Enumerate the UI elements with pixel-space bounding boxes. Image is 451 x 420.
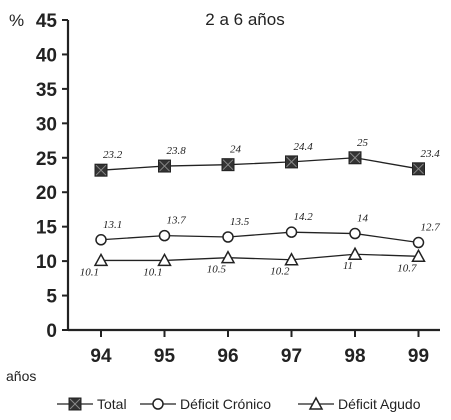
- x-tick-label: 95: [154, 346, 176, 367]
- data-point: [285, 155, 298, 169]
- data-point: [158, 159, 171, 173]
- data-label: 10.1: [80, 266, 99, 278]
- y-tick-label: 15: [36, 218, 58, 239]
- data-point: [93, 252, 109, 267]
- x-tick-label: 99: [408, 346, 429, 367]
- y-tick-label: 10: [36, 252, 57, 273]
- series-d-ficit-agudo: 10.1 10.1 10.5 10.2 11 10.7: [80, 246, 426, 278]
- data-label: 13.7: [167, 215, 187, 227]
- square-marker-cross: [69, 398, 81, 410]
- data-label: 10.7: [397, 262, 417, 274]
- square-marker-cross: [413, 163, 424, 175]
- series-d-ficit-cr-nico: 13.1 13.7 13.5 14.2 14 12.7: [95, 211, 441, 249]
- data-label: 24: [230, 144, 242, 156]
- data-point: [222, 231, 234, 243]
- data-label: 23.8: [167, 145, 187, 157]
- data-point: [349, 227, 361, 240]
- data-label: 11: [343, 260, 353, 272]
- data-label: 14.2: [294, 211, 314, 223]
- legend: Total Déficit Crónico Déficit Agudo: [57, 396, 421, 412]
- data-point: [284, 252, 299, 266]
- legend-label: Déficit Agudo: [338, 396, 421, 412]
- legend-label: Déficit Crónico: [180, 396, 271, 412]
- axes: 0 5 10 15 20 25 30 35 40 45 94 95 96 97 98 99: [36, 11, 440, 367]
- square-marker-cross: [95, 164, 107, 176]
- y-tick-label: 5: [46, 287, 57, 308]
- data-label: 23.4: [421, 148, 441, 160]
- data-point: [157, 252, 172, 267]
- series-line: [101, 253, 419, 262]
- legend-label: Total: [97, 396, 127, 412]
- data-label: 14: [357, 213, 369, 225]
- x-tick-label: 98: [344, 346, 365, 367]
- series-line: [100, 157, 419, 171]
- y-tick-label: 30: [36, 114, 57, 135]
- series-total: 23.2 23.8 24 24.4 25 23.4: [94, 137, 441, 177]
- y-tick-label: 45: [36, 11, 58, 32]
- legend-marker: [152, 398, 164, 410]
- data-point: [221, 158, 235, 172]
- legend-entry: Total: [57, 396, 127, 412]
- data-point: [220, 250, 236, 264]
- data-label: 10.1: [143, 266, 162, 278]
- legend-marker: [68, 397, 82, 411]
- square-marker-cross: [222, 159, 234, 171]
- data-label: 10.2: [270, 266, 290, 278]
- square-marker-cross: [349, 152, 361, 164]
- data-point: [94, 163, 108, 177]
- legend-entry: Déficit Crónico: [140, 396, 271, 412]
- data-label: 23.2: [103, 149, 123, 161]
- y-tick-label: 35: [36, 80, 58, 101]
- data-point: [348, 151, 362, 165]
- data-point: [158, 229, 171, 242]
- y-axis-unit-label: %: [9, 11, 24, 30]
- data-point: [412, 236, 425, 249]
- x-axis-unit-label: años: [6, 368, 36, 384]
- legend-marker: [308, 396, 324, 410]
- x-tick-label: 94: [90, 346, 112, 367]
- data-point: [411, 248, 426, 263]
- data-point: [285, 226, 298, 238]
- data-label: 12.7: [421, 222, 441, 234]
- data-label: 25: [357, 137, 369, 149]
- y-tick-label: 25: [36, 149, 58, 170]
- square-marker-cross: [159, 160, 170, 172]
- data-label: 13.5: [230, 216, 250, 228]
- data-point: [347, 246, 363, 260]
- data-point: [95, 234, 107, 246]
- x-tick-label: 97: [281, 346, 302, 367]
- y-tick-label: 40: [36, 45, 57, 66]
- x-tick-label: 96: [217, 346, 238, 367]
- series-line: [100, 231, 419, 244]
- data-label: 24.4: [294, 141, 314, 153]
- data-label: 13.1: [103, 219, 122, 231]
- chart-title: 2 a 6 años: [205, 10, 284, 29]
- y-tick-label: 20: [36, 183, 57, 204]
- y-tick-label: 0: [46, 321, 57, 342]
- data-label: 10.5: [207, 264, 227, 276]
- square-marker-cross: [286, 156, 297, 168]
- data-point: [412, 162, 425, 176]
- plot-area: 23.2 23.8 24 24.4 25 23.4 13.1 13.7 13.5 14.2 14 12…: [80, 137, 441, 279]
- legend-entry: Déficit Agudo: [298, 396, 421, 412]
